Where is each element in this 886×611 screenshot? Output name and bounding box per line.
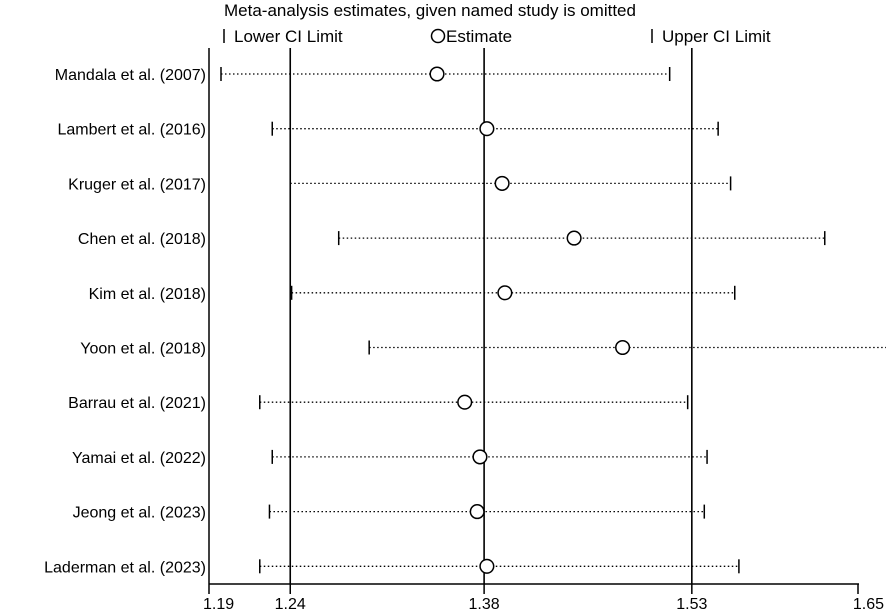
study-label: Barrau et al. (2021) (68, 395, 206, 412)
estimate-marker (494, 175, 510, 191)
study-label: Yoon et al. (2018) (80, 341, 206, 358)
x-axis: 1.19 1.24 1.38 1.53 1.65 (203, 583, 884, 611)
legend-estimate-marker (430, 28, 446, 44)
study-label: Laderman et al. (2023) (44, 559, 206, 576)
study-label: Lambert et al. (2016) (57, 122, 206, 139)
x-tick-label: 1.24 (275, 596, 306, 611)
legend-estimate-label: Estimate (446, 27, 512, 46)
study-label: Yamai et al. (2022) (72, 450, 206, 467)
estimate-marker (479, 558, 495, 574)
estimate-marker (472, 449, 488, 465)
estimate-marker (469, 504, 485, 520)
estimate-marker (566, 230, 582, 246)
x-tick-label: 1.65 (853, 596, 884, 611)
study-label: Mandala et al. (2007) (55, 67, 206, 84)
study-label: Kruger et al. (2017) (68, 176, 206, 193)
study-label: Chen et al. (2018) (78, 231, 206, 248)
estimate-marker (457, 394, 473, 410)
reference-lines (208, 48, 693, 584)
x-tick-label: 1.38 (469, 596, 500, 611)
study-label: Kim et al. (2018) (89, 286, 206, 303)
legend: Lower CI Limit Estimate Upper CI Limit (223, 27, 771, 46)
legend-upper-label: Upper CI Limit (662, 27, 771, 46)
legend-lower-label: Lower CI Limit (234, 27, 343, 46)
estimate-marker (479, 121, 495, 137)
estimate-marker (615, 339, 631, 356)
estimate-marker (497, 285, 513, 301)
x-tick-label: 1.19 (203, 596, 234, 611)
chart-title: Meta-analysis estimates, given named stu… (224, 1, 636, 20)
study-label: Jeong et al. (2023) (73, 505, 206, 522)
estimate-marker (429, 66, 445, 82)
study-rows: Mandala et al. (2007) Lambert et al. (201… (44, 66, 886, 576)
x-tick-label: 1.53 (676, 596, 707, 611)
